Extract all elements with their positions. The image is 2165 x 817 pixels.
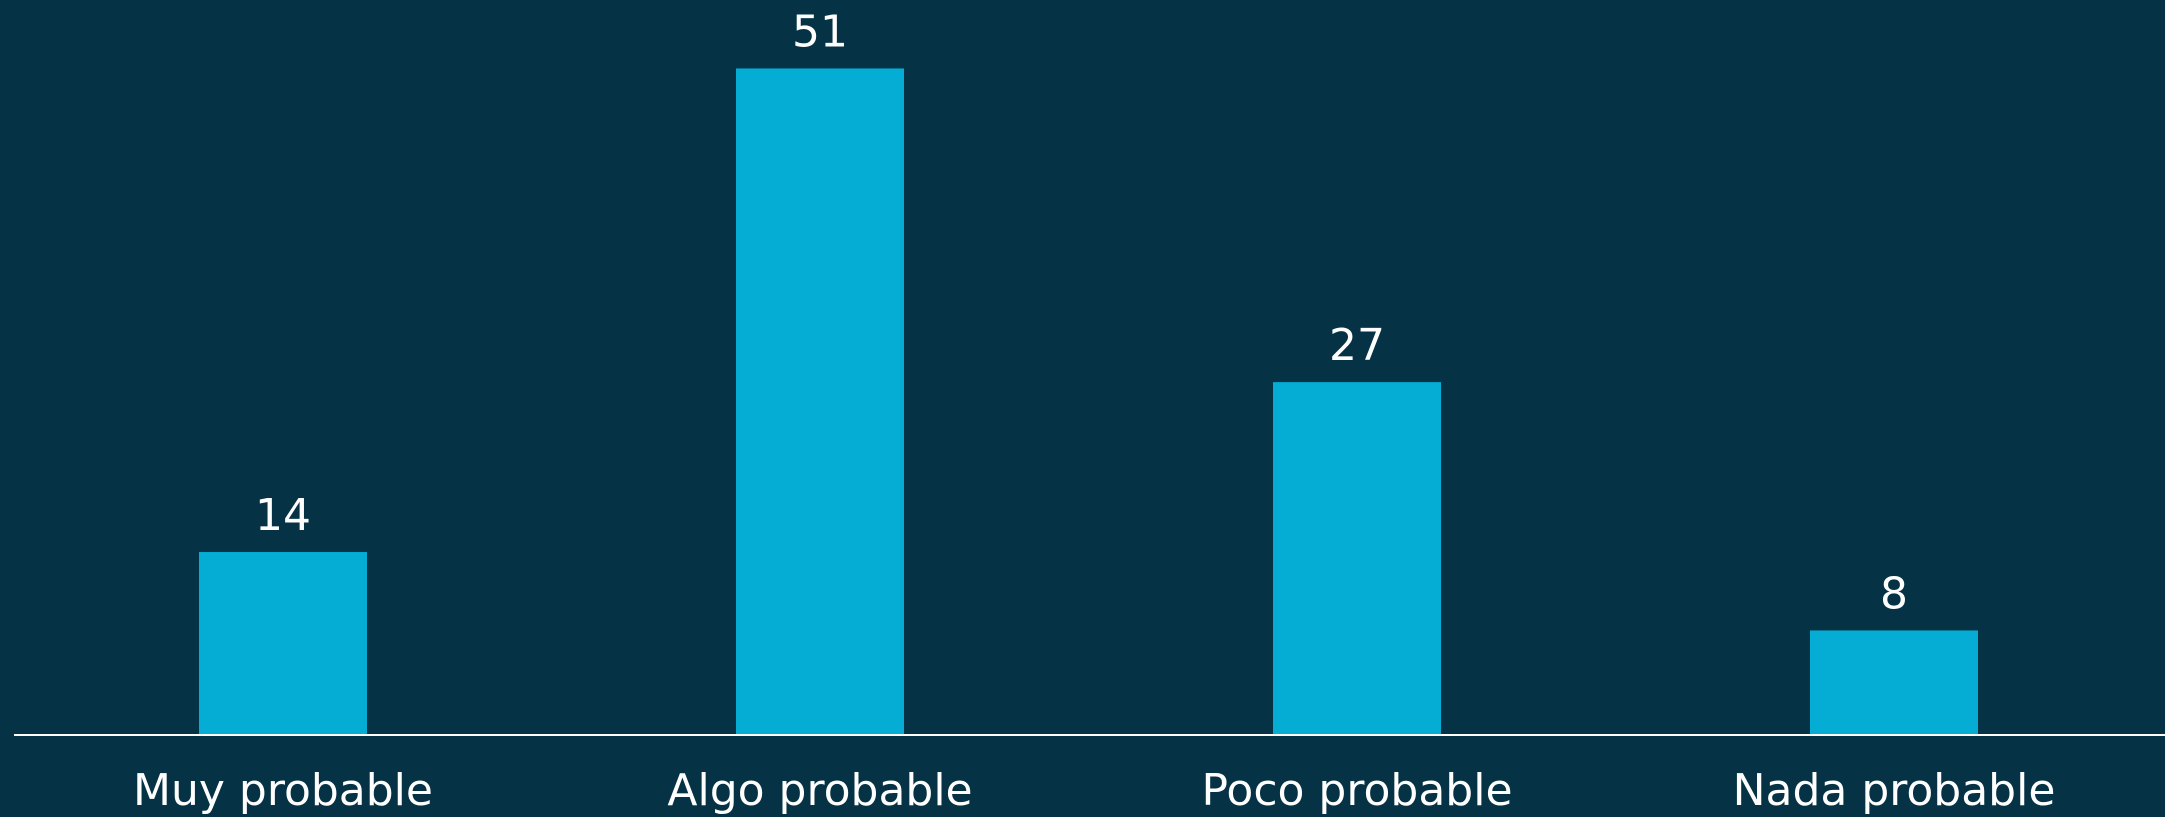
tick-label-1: Algo probable [667,765,972,816]
value-label-3: 8 [1880,568,1908,619]
bar-1 [736,68,904,736]
value-label-0: 14 [255,490,311,541]
value-label-2: 27 [1329,320,1385,371]
tick-label-2: Poco probable [1201,765,1512,816]
bar-0 [199,552,367,735]
tick-label-3: Nada probable [1733,765,2056,816]
value-label-1: 51 [792,6,848,57]
tick-label-0: Muy probable [133,765,433,816]
bar-3 [1810,630,1978,735]
bar-2 [1273,382,1441,735]
bars-group [199,68,1978,736]
value-labels-group: 14 51 27 8 [255,6,1908,619]
tick-labels-group: Muy probable Algo probable Poco probable Na… [133,765,2055,816]
